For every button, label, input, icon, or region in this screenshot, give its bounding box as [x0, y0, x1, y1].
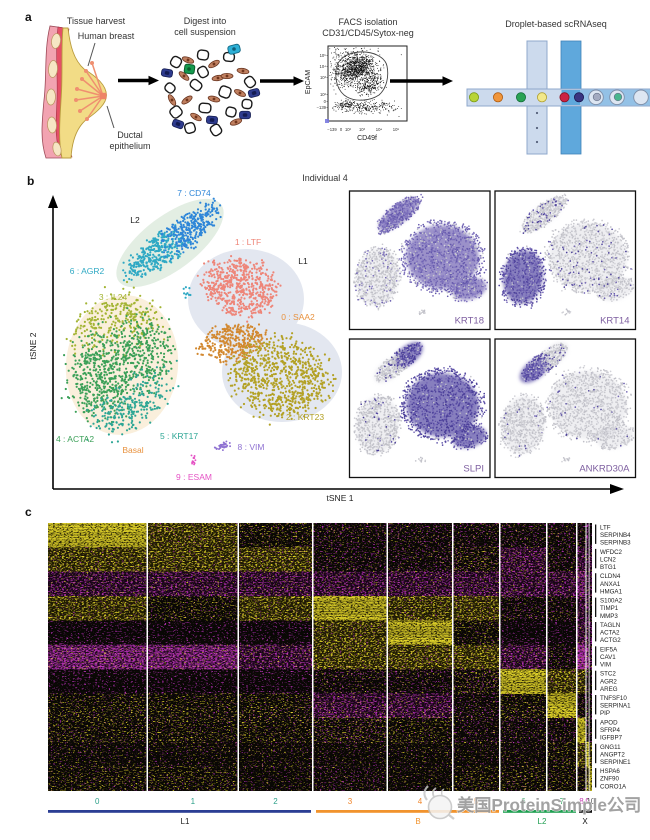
svg-text:−139: −139	[317, 105, 327, 110]
svg-text:0: 0	[340, 127, 343, 132]
svg-text:10⁵: 10⁵	[393, 127, 400, 132]
svg-text:VIM: VIM	[600, 662, 611, 669]
svg-text:Basal: Basal	[122, 445, 143, 455]
svg-text:S100A2: S100A2	[600, 598, 623, 605]
svg-text:10²: 10²	[345, 127, 352, 132]
svg-text:10⁴: 10⁴	[376, 127, 383, 132]
svg-text:2: 2	[273, 797, 278, 806]
svg-text:Droplet-based scRNAseq: Droplet-based scRNAseq	[505, 19, 607, 29]
svg-text:−139: −139	[327, 127, 337, 132]
svg-text:a: a	[25, 10, 32, 24]
svg-text:Individual 4: Individual 4	[302, 173, 348, 183]
svg-text:BTG1: BTG1	[600, 564, 617, 571]
svg-text:SERPINA1: SERPINA1	[600, 703, 631, 710]
svg-text:ANXA1: ANXA1	[600, 581, 621, 588]
svg-text:SERPINB3: SERPINB3	[600, 540, 631, 547]
svg-text:SLPI: SLPI	[463, 464, 484, 475]
svg-text:3: 3	[348, 797, 353, 806]
svg-text:Human breast: Human breast	[78, 31, 135, 41]
svg-text:4 : ACTA2: 4 : ACTA2	[56, 434, 94, 444]
svg-text:SERPINE1: SERPINE1	[600, 759, 631, 766]
svg-text:Tissue harvest: Tissue harvest	[67, 16, 126, 26]
svg-text:TIMP1: TIMP1	[600, 605, 619, 612]
svg-text:APOD: APOD	[600, 719, 618, 726]
svg-text:IGFBP7: IGFBP7	[600, 735, 623, 742]
svg-text:ACTA2: ACTA2	[600, 630, 620, 637]
svg-text:5 : KRT17: 5 : KRT17	[160, 431, 198, 441]
svg-text:B: B	[415, 817, 420, 826]
svg-text:LTF: LTF	[600, 525, 611, 532]
svg-text:TNFSF10: TNFSF10	[600, 695, 627, 702]
svg-text:EIF5A: EIF5A	[600, 646, 618, 653]
svg-text:SERPINB4: SERPINB4	[600, 532, 631, 539]
svg-text:c: c	[25, 505, 32, 519]
svg-text:AGR2: AGR2	[600, 678, 617, 685]
svg-text:X: X	[582, 817, 588, 826]
svg-text:10⁵: 10⁵	[320, 53, 327, 58]
svg-text:10: 10	[586, 797, 595, 806]
svg-text:AREG: AREG	[600, 686, 618, 693]
svg-text:HMGA1: HMGA1	[600, 588, 623, 595]
svg-text:L1: L1	[298, 256, 308, 266]
svg-text:10²: 10²	[320, 92, 327, 97]
svg-text:ANKRD30A: ANKRD30A	[579, 464, 630, 475]
svg-text:epithelium: epithelium	[109, 141, 150, 151]
svg-text:GNG11: GNG11	[600, 744, 621, 751]
svg-text:tSNE 2: tSNE 2	[28, 332, 38, 359]
svg-text:0: 0	[95, 797, 100, 806]
svg-text:2 : KRT23: 2 : KRT23	[286, 412, 324, 422]
svg-text:9: 9	[585, 797, 590, 806]
svg-text:CD31/CD45/Sytox-neg: CD31/CD45/Sytox-neg	[322, 28, 414, 38]
svg-text:8 : VIM: 8 : VIM	[238, 442, 265, 452]
svg-text:MMP3: MMP3	[600, 613, 618, 620]
svg-text:1 : LTF: 1 : LTF	[235, 237, 261, 247]
svg-text:0 : SAA2: 0 : SAA2	[281, 312, 315, 322]
svg-text:TAGLN: TAGLN	[600, 622, 620, 629]
svg-text:STC2: STC2	[600, 671, 616, 678]
svg-text:4: 4	[418, 797, 423, 806]
svg-text:EpCAM: EpCAM	[305, 70, 312, 94]
svg-text:L1: L1	[181, 817, 190, 826]
svg-text:cell suspension: cell suspension	[174, 27, 236, 37]
svg-text:1: 1	[191, 797, 196, 806]
svg-text:SFRP4: SFRP4	[600, 727, 621, 734]
svg-text:3 : IL24: 3 : IL24	[99, 292, 128, 302]
svg-text:L2: L2	[130, 215, 140, 225]
svg-text:PIP: PIP	[600, 710, 610, 717]
svg-text:5: 5	[474, 797, 479, 806]
svg-text:FACS isolation: FACS isolation	[338, 17, 397, 27]
svg-text:7: 7	[560, 797, 565, 806]
svg-text:ACTG2: ACTG2	[600, 637, 621, 644]
svg-text:b: b	[27, 174, 34, 188]
svg-text:6: 6	[521, 797, 526, 806]
svg-text:Digest into: Digest into	[184, 16, 227, 26]
svg-text:8: 8	[579, 797, 584, 806]
svg-text:10⁴: 10⁴	[320, 64, 327, 69]
svg-text:CD49f: CD49f	[357, 135, 377, 142]
svg-text:Ductal: Ductal	[117, 130, 143, 140]
svg-text:9 : ESAM: 9 : ESAM	[176, 472, 212, 482]
svg-text:6 : AGR2: 6 : AGR2	[70, 266, 105, 276]
svg-text:CAV1: CAV1	[600, 654, 616, 661]
svg-text:美国ProteinSimple公司: 美国ProteinSimple公司	[457, 795, 641, 815]
svg-text:WFDC2: WFDC2	[600, 549, 623, 556]
svg-text:HSPA6: HSPA6	[600, 768, 620, 775]
svg-text:L2: L2	[538, 817, 547, 826]
svg-text:tSNE 1: tSNE 1	[327, 493, 354, 503]
svg-text:10³: 10³	[320, 75, 327, 80]
svg-text:CORO1A: CORO1A	[600, 783, 627, 790]
svg-text:10³: 10³	[359, 127, 366, 132]
svg-text:CLDN4: CLDN4	[600, 573, 621, 580]
svg-text:KRT18: KRT18	[455, 316, 484, 327]
svg-text:KRT14: KRT14	[600, 316, 629, 327]
svg-text:ANGPT2: ANGPT2	[600, 751, 625, 758]
svg-text:ZNF90: ZNF90	[600, 776, 619, 783]
svg-text:0: 0	[324, 99, 327, 104]
svg-text:7 : CD74: 7 : CD74	[177, 188, 211, 198]
svg-text:LCN2: LCN2	[600, 557, 616, 564]
